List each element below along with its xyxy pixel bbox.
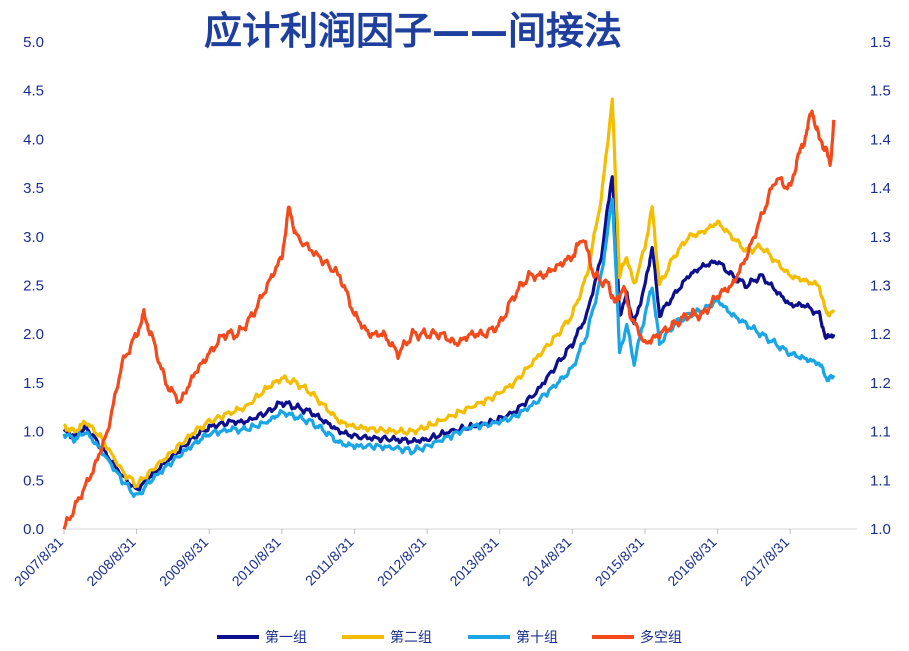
series-line <box>62 175 836 492</box>
x-tick-label: 2017/8/31 <box>737 534 793 590</box>
x-tick-label: 2007/8/31 <box>11 534 67 590</box>
y-right-tick-label: 1.5 <box>870 34 891 51</box>
x-tick-label: 2014/8/31 <box>519 534 575 590</box>
y-right-tick-label: 1.2 <box>870 375 891 392</box>
series-line <box>62 197 836 498</box>
y-right-tick-label: 1.1 <box>870 424 891 441</box>
y-left-tick-label: 2.0 <box>23 326 44 343</box>
y-left-tick-label: 3.5 <box>23 180 44 197</box>
y-right-tick-label: 1.3 <box>870 278 891 295</box>
x-tick-label: 2011/8/31 <box>302 534 357 589</box>
x-tick-label: 2009/8/31 <box>156 534 212 590</box>
series-line <box>62 97 836 489</box>
y-left-tick-label: 5.0 <box>23 34 44 51</box>
x-tick-label: 2016/8/31 <box>664 534 720 590</box>
y-left-tick-label: 0.5 <box>23 472 44 489</box>
y-left-axis: 0.0 0.5 1.0 1.5 2.0 2.5 3.0 3.5 4.0 4.5 5.0 <box>23 34 44 538</box>
y-right-tick-label: 1.4 <box>870 131 891 148</box>
x-tick-label: 2008/8/31 <box>83 534 139 590</box>
y-left-tick-label: 4.0 <box>23 131 44 148</box>
series-lines <box>62 97 836 530</box>
y-left-tick-label: 4.5 <box>23 83 44 100</box>
y-left-tick-label: 1.0 <box>23 424 44 441</box>
y-right-tick-label: 1.2 <box>870 326 891 343</box>
y-right-tick-label: 1.5 <box>870 83 891 100</box>
legend-label: 多空组 <box>640 629 682 646</box>
x-tick-label: 2013/8/31 <box>446 534 502 590</box>
x-tick-label: 2012/8/31 <box>374 534 430 590</box>
x-axis: 2007/8/31 2008/8/31 2009/8/31 2010/8/31 2011… <box>11 529 793 590</box>
y-right-tick-label: 1.0 <box>870 521 891 538</box>
series-line <box>62 109 836 530</box>
legend-label: 第十组 <box>516 629 558 646</box>
legend-label: 第二组 <box>390 629 432 646</box>
y-right-tick-label: 1.3 <box>870 229 891 246</box>
y-right-axis: 1.0 1.1 1.1 1.2 1.2 1.3 1.3 1.4 1.4 1.5 1.5 <box>870 34 891 538</box>
y-left-tick-label: 1.5 <box>23 375 44 392</box>
x-tick-label: 2010/8/31 <box>229 534 285 590</box>
legend-label: 第一组 <box>265 629 307 646</box>
x-tick-label: 2015/8/31 <box>592 534 648 590</box>
y-left-tick-label: 3.0 <box>23 229 44 246</box>
y-left-tick-label: 2.5 <box>23 278 44 295</box>
y-left-tick-label: 0.0 <box>23 521 44 538</box>
y-right-tick-label: 1.4 <box>870 180 891 197</box>
y-right-tick-label: 1.1 <box>870 472 891 489</box>
legend: 第一组 第二组 第十组 多空组 <box>217 629 682 646</box>
chart-title: 应计利润因子——间接法 <box>204 9 622 53</box>
